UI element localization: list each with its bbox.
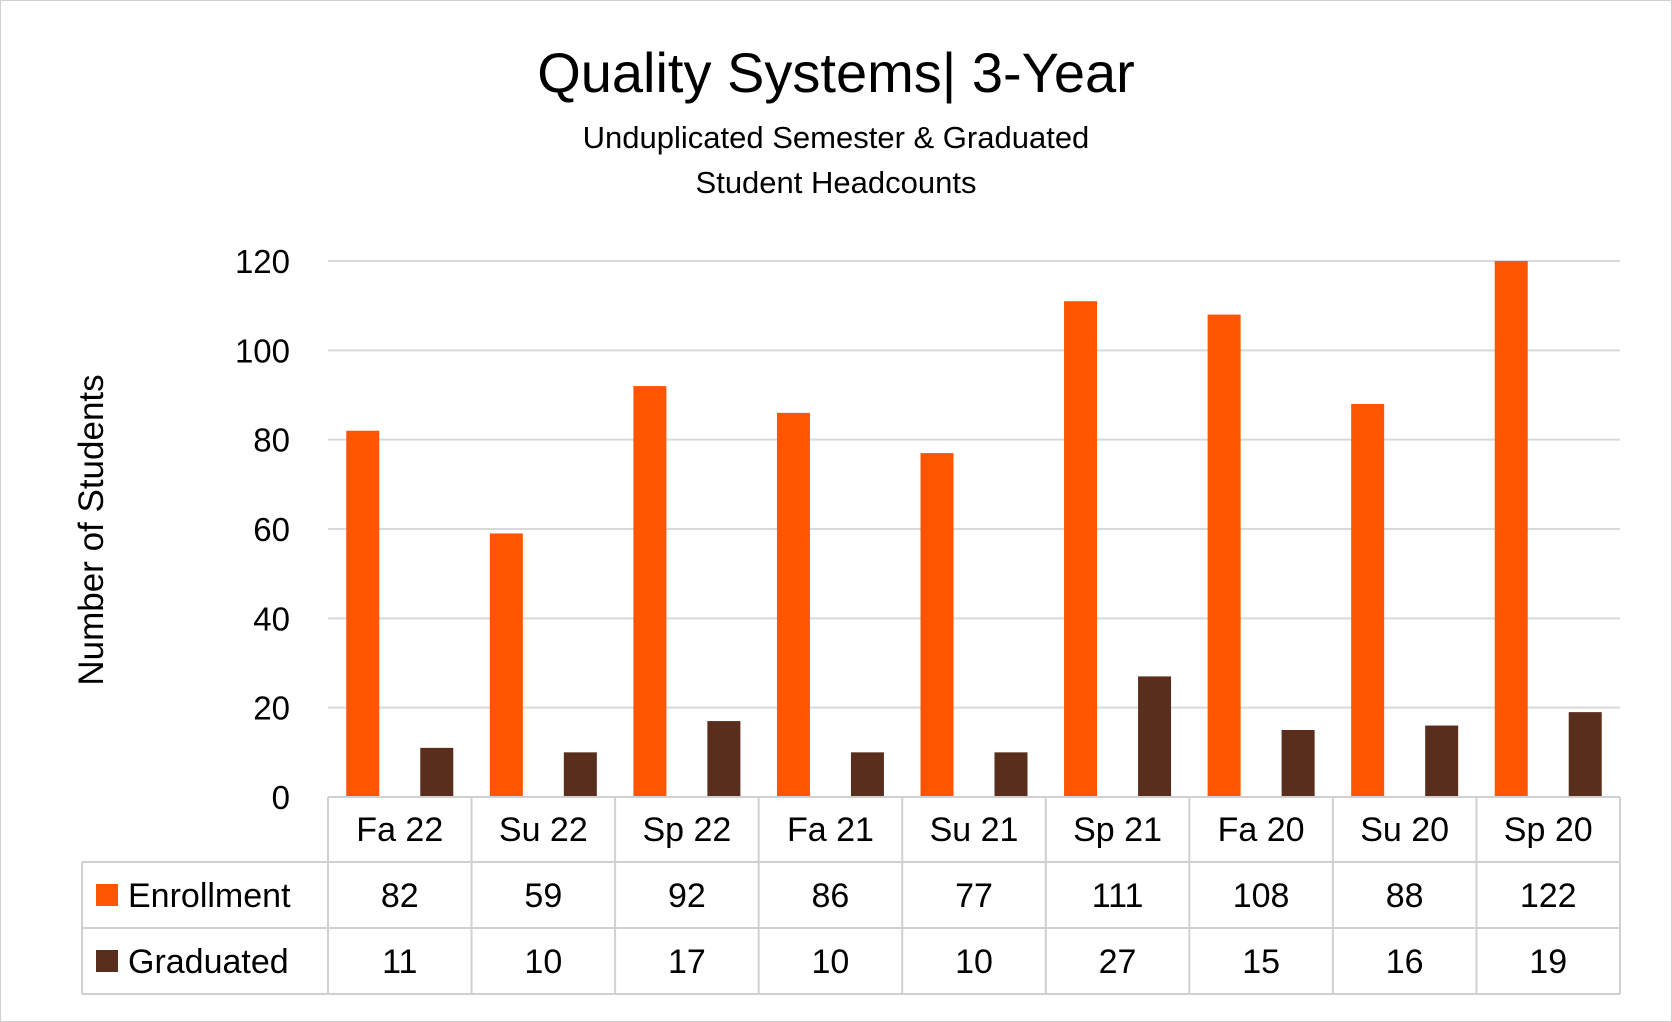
data-value: 17	[668, 943, 706, 981]
gridlines	[328, 260, 1620, 709]
bar-graduated	[1138, 676, 1172, 797]
x-tick-label: Sp 21	[1073, 811, 1162, 849]
data-value: 82	[381, 877, 419, 915]
bar-enrollment	[1494, 261, 1528, 797]
bar-graduated	[420, 747, 454, 797]
legend-swatch	[96, 884, 118, 906]
x-tick-label: Fa 20	[1218, 811, 1305, 849]
data-value: 27	[1099, 943, 1137, 981]
x-tick-label: Su 21	[930, 811, 1019, 849]
data-value: 10	[524, 943, 562, 981]
y-axis-label: Number of Students	[72, 374, 111, 685]
bar-enrollment	[920, 453, 954, 797]
data-value: 11	[382, 943, 417, 981]
data-value: 59	[524, 877, 562, 915]
x-tick-label: Su 22	[499, 811, 588, 849]
x-tick-label: Fa 21	[787, 811, 874, 849]
bar-enrollment	[633, 386, 667, 797]
bar-graduated	[563, 752, 597, 797]
data-value: 15	[1242, 943, 1280, 981]
data-value: 10	[955, 943, 993, 981]
data-value: 86	[812, 877, 850, 915]
data-value: 16	[1386, 943, 1424, 981]
bar-enrollment	[1207, 314, 1241, 797]
data-value: 88	[1386, 877, 1424, 915]
data-value: 111	[1092, 877, 1144, 915]
data-value: 77	[955, 877, 993, 915]
bar-graduated	[1425, 725, 1459, 797]
data-value: 92	[668, 877, 706, 915]
bar-enrollment	[776, 412, 810, 797]
bar-enrollment	[1351, 403, 1385, 797]
bar-enrollment	[1064, 301, 1098, 797]
legend-swatch	[96, 950, 118, 972]
bars	[346, 261, 1602, 797]
data-table: Fa 22 Su 22 Sp 22 Fa 21 Su 21 Sp 21 Fa 20 Su 20…	[81, 796, 1621, 995]
y-tick-label: 40	[253, 600, 290, 637]
data-value: 10	[812, 943, 850, 981]
data-value: 108	[1233, 877, 1290, 915]
bar-graduated	[994, 752, 1028, 797]
legend-label: Enrollment	[128, 877, 291, 915]
bar-graduated	[1568, 712, 1602, 797]
y-tick-label: 0	[272, 779, 290, 816]
y-tick-label: 20	[253, 690, 290, 727]
bar-graduated	[1281, 730, 1315, 797]
bar-enrollment	[346, 430, 380, 797]
y-tick-labels: 0 20 40 60 80 100 120	[235, 243, 290, 816]
y-tick-label: 120	[235, 243, 290, 280]
y-tick-label: 100	[235, 332, 290, 369]
x-tick-label: Sp 22	[642, 811, 731, 849]
chart-title: Quality Systems| 3-Year	[537, 41, 1135, 104]
data-value: 19	[1529, 943, 1567, 981]
y-tick-label: 60	[253, 511, 290, 548]
x-tick-label: Sp 20	[1504, 811, 1593, 849]
bar-enrollment	[489, 533, 523, 797]
chart-subtitle-line2: Student Headcounts	[695, 165, 977, 200]
chart-subtitle-line1: Unduplicated Semester & Graduated	[582, 120, 1090, 155]
x-tick-label: Fa 22	[356, 811, 443, 849]
bar-graduated	[707, 721, 741, 797]
y-tick-label: 80	[253, 422, 290, 459]
x-tick-label: Su 20	[1360, 811, 1449, 849]
legend-label: Graduated	[128, 943, 289, 981]
bar-graduated	[850, 752, 884, 797]
data-value: 122	[1520, 877, 1577, 915]
